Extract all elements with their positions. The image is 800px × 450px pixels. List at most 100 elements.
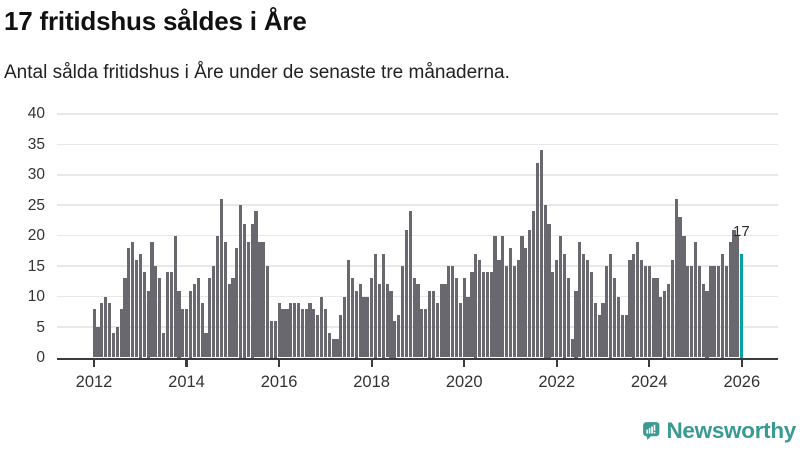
bar <box>558 235 563 358</box>
bar <box>593 302 597 358</box>
bar <box>470 272 474 358</box>
bar <box>366 296 370 358</box>
bar <box>505 266 509 358</box>
bar <box>427 290 432 358</box>
gridline <box>57 143 778 146</box>
chart-subtitle: Antal sålda fritidshus i Åre under de se… <box>4 62 510 83</box>
bar <box>381 254 385 358</box>
bar <box>304 308 308 358</box>
bar <box>431 290 435 358</box>
bar <box>96 327 100 358</box>
bar <box>732 229 736 358</box>
bar <box>717 266 721 358</box>
bar <box>385 284 389 358</box>
bar <box>285 308 289 358</box>
bar <box>693 241 698 358</box>
bar <box>350 278 355 358</box>
bar <box>420 308 424 358</box>
bar <box>547 223 551 358</box>
y-axis-label: 30 <box>27 166 45 184</box>
bar <box>682 235 686 358</box>
logo-bubble-tail <box>646 435 652 441</box>
bar <box>454 278 459 358</box>
bar <box>663 290 667 358</box>
bar <box>273 321 277 358</box>
bar <box>705 290 709 358</box>
bar <box>281 308 285 358</box>
bar <box>728 241 732 358</box>
bar <box>277 302 281 358</box>
bar <box>462 278 466 358</box>
bar <box>104 296 108 358</box>
bar <box>516 260 520 358</box>
bar <box>451 266 455 358</box>
bar <box>373 254 378 358</box>
x-axis-label: 2026 <box>723 373 761 391</box>
bar <box>123 278 127 358</box>
bar <box>589 272 594 358</box>
bar <box>520 235 524 358</box>
bar <box>489 272 493 358</box>
bar <box>574 290 578 358</box>
bar <box>185 308 189 358</box>
bar <box>713 266 717 358</box>
bar <box>181 308 185 358</box>
x-axis-tick <box>185 357 188 367</box>
bar <box>443 284 447 358</box>
x-axis-tick <box>740 357 743 367</box>
bar <box>235 247 239 358</box>
bar <box>400 266 405 358</box>
bar <box>204 333 208 358</box>
x-axis-tick <box>648 357 651 367</box>
bar <box>169 272 173 358</box>
bar <box>493 235 497 358</box>
bar <box>528 229 532 358</box>
y-axis-label: 40 <box>27 105 45 123</box>
bar <box>370 278 374 358</box>
bar <box>686 266 690 358</box>
bar <box>466 296 470 358</box>
bar <box>127 247 131 358</box>
bar <box>632 254 636 358</box>
bar <box>312 308 316 358</box>
bar <box>720 254 725 358</box>
gridline <box>57 113 778 115</box>
bar <box>562 254 567 358</box>
logo-bar-1 <box>646 429 648 434</box>
bar <box>447 266 451 358</box>
y-axis-label: 20 <box>27 227 45 245</box>
bar <box>724 266 728 358</box>
bar <box>670 260 674 358</box>
bar <box>146 290 150 358</box>
bar <box>628 260 632 358</box>
bar <box>354 290 358 358</box>
bar <box>269 321 274 358</box>
bar <box>320 296 324 358</box>
bar <box>347 260 351 358</box>
bar <box>300 308 304 358</box>
y-axis-label: 10 <box>27 288 45 306</box>
x-axis-label: 2012 <box>75 373 113 391</box>
bar <box>343 296 347 358</box>
bar <box>474 254 478 358</box>
x-axis-tick <box>92 357 96 367</box>
x-axis-label: 2020 <box>445 373 483 391</box>
y-axis-label: 35 <box>27 135 45 153</box>
bar <box>154 266 158 358</box>
y-axis-label: 5 <box>36 318 45 336</box>
bar <box>215 235 220 358</box>
bar <box>508 247 513 358</box>
bar <box>543 205 547 358</box>
bar <box>150 241 154 358</box>
bar <box>142 272 146 358</box>
bar <box>601 302 605 358</box>
bar <box>296 302 301 358</box>
bar <box>690 266 694 358</box>
bar <box>701 284 705 358</box>
bar <box>639 260 644 358</box>
bar <box>327 333 331 358</box>
bar <box>439 284 443 358</box>
bar <box>636 241 640 358</box>
bar <box>135 260 139 358</box>
bar <box>697 266 701 358</box>
